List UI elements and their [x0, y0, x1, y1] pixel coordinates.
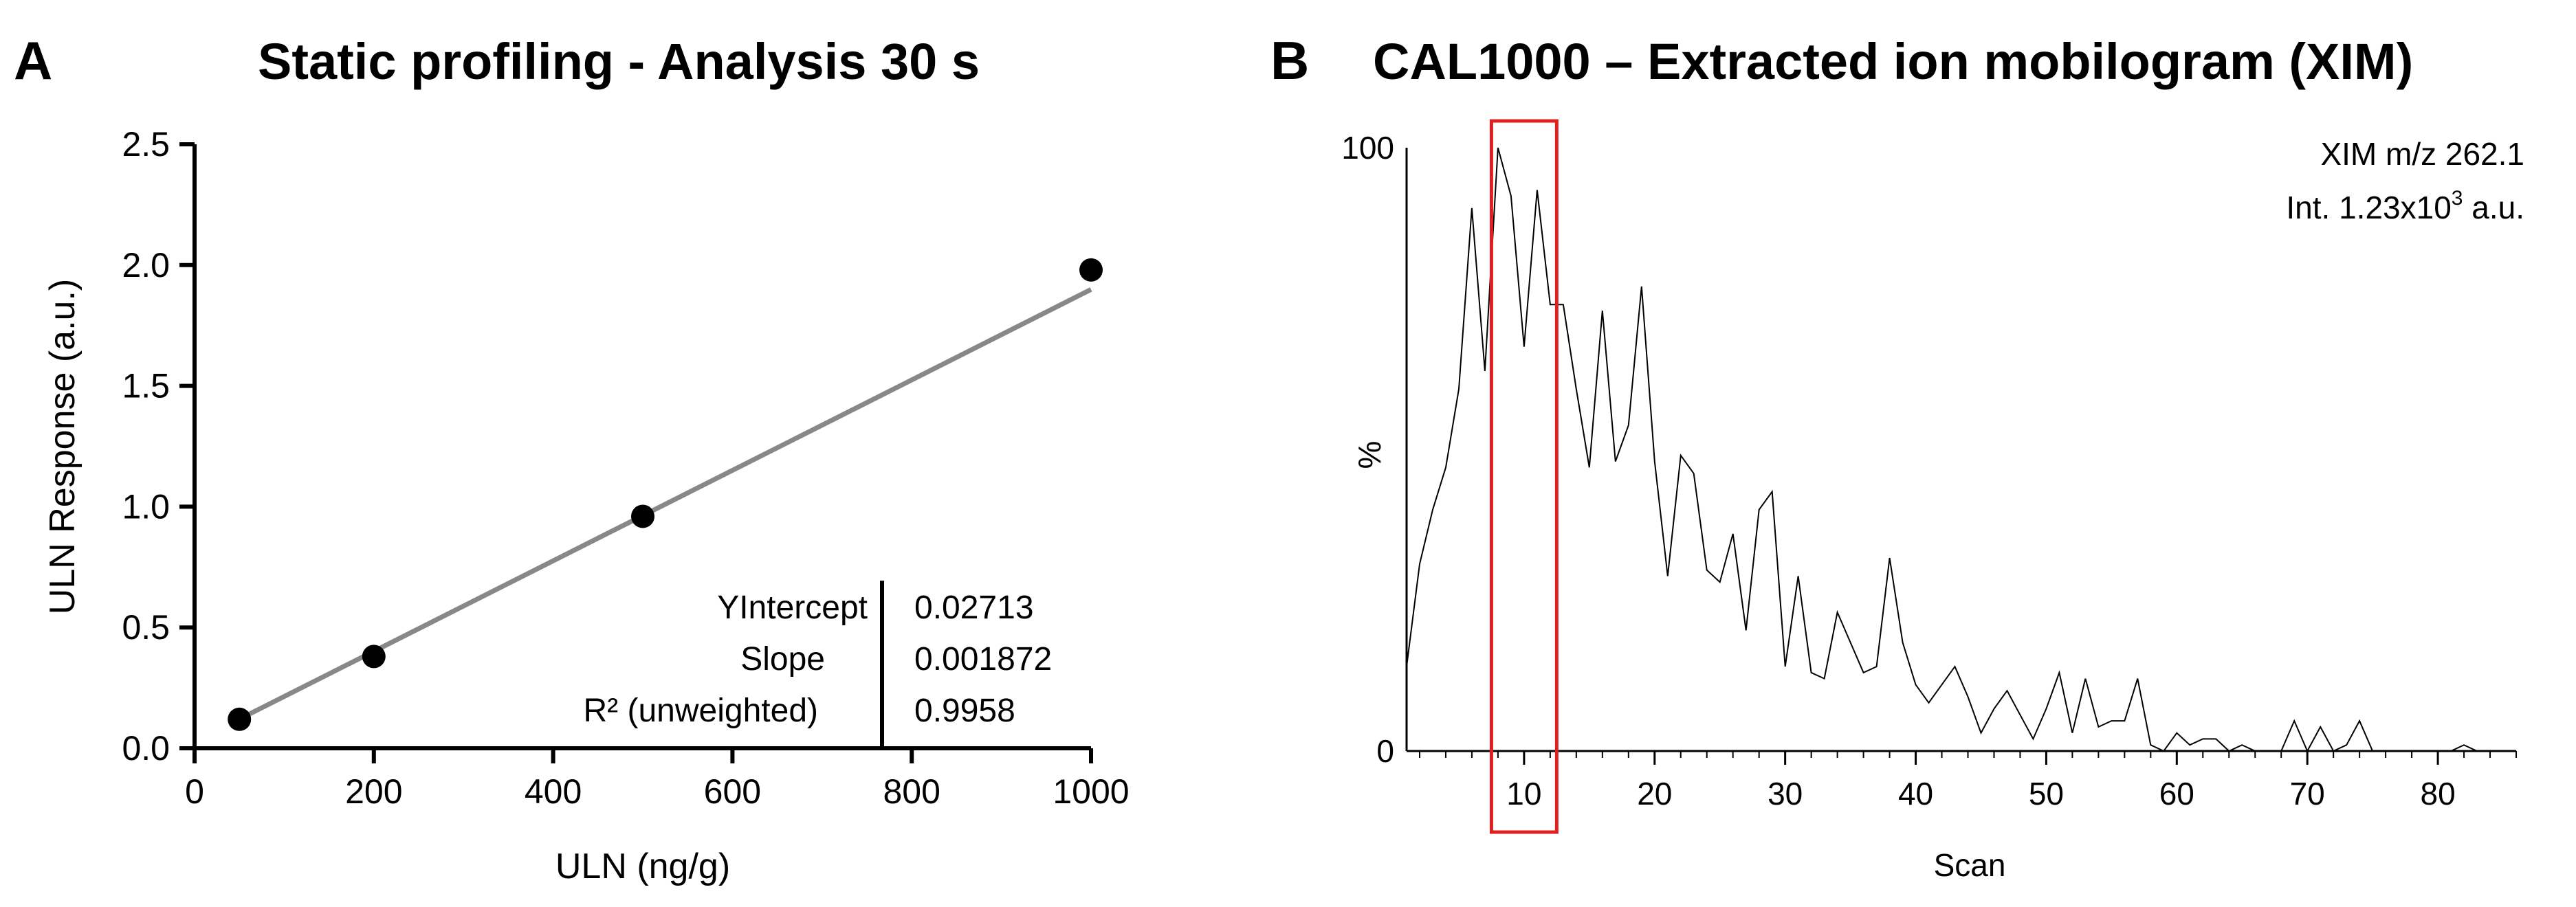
panel-b-x-tick-label: 60	[2159, 776, 2194, 811]
stat-value-r2: 0.9958	[914, 693, 1015, 729]
panel-a: A Static profiling - Analysis 30 s 0.00.…	[14, 30, 1130, 886]
panel-a-x-tick-label: 0	[185, 772, 204, 811]
panel-b-annotation-line1: XIM m/z 262.1	[2320, 136, 2524, 172]
panel-b-y-ticks: 0 100	[1341, 130, 1394, 769]
panel-b-highlight-box	[1489, 119, 1559, 834]
panel-a-letter: A	[14, 30, 52, 91]
panel-b-annotation-line2: Int. 1.23x103 a.u.	[2286, 187, 2524, 225]
panel-b-y-tick-label: 0	[1376, 733, 1394, 769]
panel-a-x-tick-label: 600	[704, 772, 761, 811]
panel-a-y-tick-label: 1.0	[122, 487, 170, 526]
panel-b-minor-ticks	[1418, 751, 2517, 758]
annotation-int-prefix: Int. 1.23x10	[2286, 190, 2451, 225]
stat-value-yintercept: 0.02713	[914, 590, 1034, 626]
panel-a-y-tick-label: 0.0	[122, 729, 170, 768]
panel-a-data-point	[631, 504, 654, 528]
stat-value-slope: 0.001872	[914, 641, 1052, 678]
panel-a-data-point	[362, 645, 386, 669]
panel-a-title: Static profiling - Analysis 30 s	[258, 33, 980, 90]
panel-b-title: CAL1000 – Extracted ion mobilogram (XIM)	[1373, 33, 2413, 90]
panel-a-data-point	[228, 707, 252, 731]
stat-label-yintercept: YIntercept	[717, 590, 868, 626]
panel-a-y-tick-label: 2.0	[122, 246, 170, 284]
panel-a-y-tick-label: 0.5	[122, 608, 170, 647]
panel-b-y-label: %	[1352, 441, 1387, 469]
panel-a-y-label: ULN Response (a.u.)	[43, 279, 82, 614]
panel-a-x-ticks: 0 200 400 600 800 1000	[185, 748, 1130, 811]
panel-b-x-tick-label: 30	[1768, 776, 1803, 811]
panel-a-x-tick-label: 800	[883, 772, 940, 811]
stat-label-slope: Slope	[740, 641, 825, 678]
panel-b-y-tick-label: 100	[1341, 130, 1394, 166]
panel-a-x-tick-label: 400	[525, 772, 582, 811]
panel-b-x-ticks: 10 20 30 40 50 60 70 80	[1506, 751, 2456, 811]
stat-label-r2: R² (unweighted)	[584, 693, 818, 729]
panel-a-x-tick-label: 1000	[1053, 772, 1129, 811]
panel-b-x-tick-label: 40	[1898, 776, 1933, 811]
panel-b-x-tick-label: 80	[2420, 776, 2455, 811]
panel-a-y-tick-label: 2.5	[122, 125, 170, 164]
annotation-int-suffix: a.u.	[2463, 190, 2524, 225]
panel-a-y-ticks: 0.0 0.5 1.0 1.5 2.0 2.5	[122, 125, 195, 768]
panel-a-y-tick-label: 1.5	[122, 367, 170, 405]
panel-b: B CAL1000 – Extracted ion mobilogram (XI…	[1270, 30, 2524, 883]
panel-a-points	[228, 258, 1103, 731]
panel-b-x-tick-label: 10	[1506, 776, 1541, 811]
panel-a-x-tick-label: 200	[345, 772, 402, 811]
panel-b-x-label: Scan	[1934, 847, 2006, 883]
panel-a-data-point	[1079, 258, 1103, 282]
panel-b-mobilogram-trace	[1406, 147, 2516, 753]
panel-b-x-tick-label: 70	[2290, 776, 2325, 811]
panel-b-x-tick-label: 20	[1637, 776, 1672, 811]
panel-a-x-label: ULN (ng/g)	[555, 847, 730, 886]
panel-b-x-tick-label: 50	[2029, 776, 2064, 811]
annotation-int-exponent: 3	[2452, 187, 2463, 210]
panel-b-letter: B	[1270, 30, 1309, 91]
